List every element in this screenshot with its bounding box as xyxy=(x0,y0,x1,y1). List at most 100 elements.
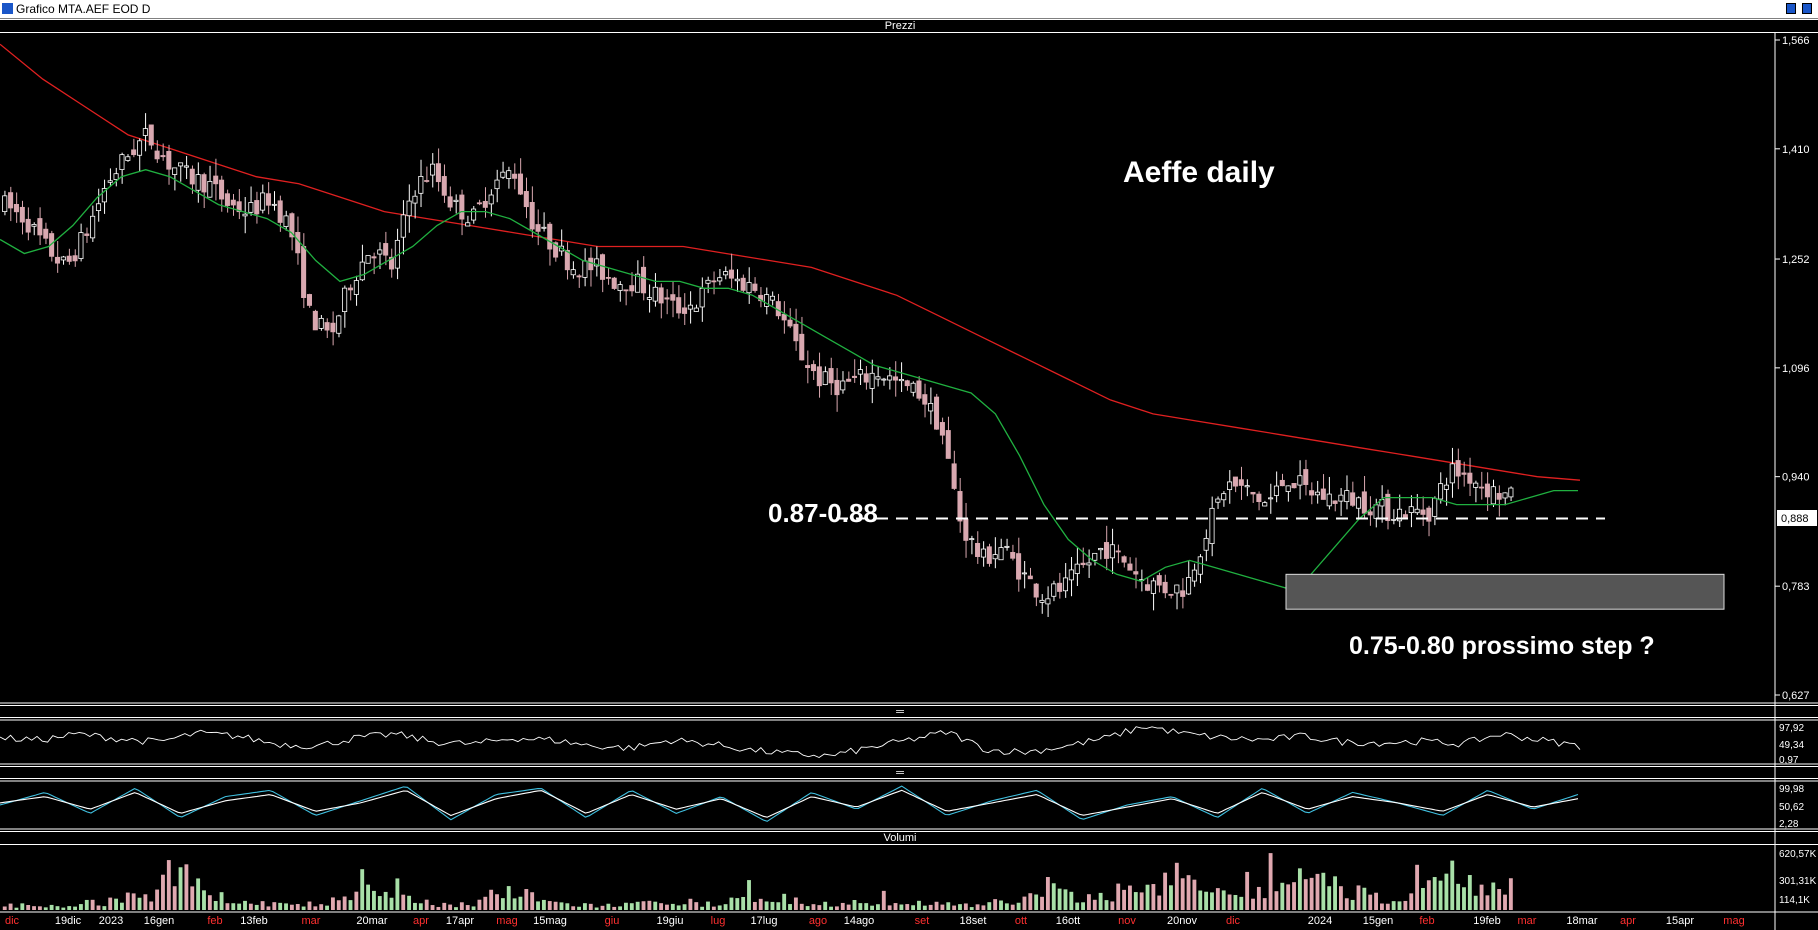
volume-bar xyxy=(284,903,288,910)
candle-body xyxy=(1467,472,1473,484)
candle-body xyxy=(1062,577,1069,592)
candle-body xyxy=(840,380,846,391)
restore-icon[interactable] xyxy=(1786,3,1796,14)
volume-bar xyxy=(389,897,394,910)
volume-bar xyxy=(1303,879,1308,910)
candle-body xyxy=(236,201,242,213)
volume-panel-header[interactable]: Volumi xyxy=(0,831,1818,845)
volume-bar xyxy=(465,905,470,910)
volume-bar xyxy=(1356,885,1361,910)
volume-bar xyxy=(911,905,916,910)
candle-body xyxy=(922,394,928,405)
candle-body xyxy=(928,402,934,412)
volume-bar xyxy=(413,902,417,910)
candle-body xyxy=(172,167,178,175)
candle-body xyxy=(1156,575,1162,586)
volume-bar xyxy=(178,867,183,910)
close-icon[interactable] xyxy=(1802,3,1812,14)
volume-bar xyxy=(635,901,640,910)
volume-bar xyxy=(354,891,359,910)
last-price-box xyxy=(1777,510,1817,526)
candle-body xyxy=(1326,493,1332,507)
candle-body xyxy=(1490,486,1496,505)
volume-bar xyxy=(864,903,869,910)
candle-body xyxy=(1221,493,1227,501)
x-axis-label: mar xyxy=(302,915,321,927)
candle-body xyxy=(887,375,893,381)
volume-bar xyxy=(1221,890,1226,910)
candle-body xyxy=(90,215,96,239)
candle-body xyxy=(1080,562,1086,566)
volume-bar xyxy=(758,898,763,910)
sub-tick-label: 0,97 xyxy=(1779,755,1799,766)
candle-body xyxy=(740,277,746,291)
candle-body xyxy=(1426,507,1432,522)
volume-bar xyxy=(477,899,482,910)
volume-bar xyxy=(793,897,798,910)
volume-bar xyxy=(993,899,998,910)
volume-bar xyxy=(788,904,792,910)
volume-bar xyxy=(260,901,265,910)
candle-body xyxy=(125,156,131,161)
volume-bar xyxy=(278,902,283,910)
x-axis-label: ott xyxy=(1015,915,1027,927)
volume-bar xyxy=(190,886,195,910)
volume-bar xyxy=(330,897,335,910)
volume-bar xyxy=(489,889,494,910)
candle-body xyxy=(383,243,389,256)
volume-bar xyxy=(1063,889,1068,910)
volume-bar xyxy=(1139,892,1144,910)
volume-bar xyxy=(958,904,962,910)
x-axis-label: 14ago xyxy=(844,915,875,927)
x-axis-label: dic xyxy=(1226,915,1241,927)
candle-body xyxy=(1238,479,1244,486)
y-tick-label: 1,252 xyxy=(1782,254,1810,266)
volume-bar xyxy=(1327,886,1332,910)
candle-body xyxy=(1256,493,1262,503)
sub-tick-label: 49,34 xyxy=(1779,740,1804,751)
volume-bar xyxy=(61,907,66,910)
price-panel-header[interactable]: Prezzi xyxy=(0,19,1818,33)
volume-bar xyxy=(1174,862,1179,910)
candle-body xyxy=(1074,563,1080,574)
candle-body xyxy=(295,232,301,254)
volume-bar xyxy=(1344,898,1349,910)
volume-bar xyxy=(149,901,154,910)
candle-body xyxy=(769,295,775,301)
candle-body xyxy=(781,313,787,321)
volume-bar xyxy=(360,869,365,910)
osc1-panel-header[interactable]: ═ xyxy=(0,705,1818,718)
candle-body xyxy=(154,150,160,160)
volume-bar xyxy=(547,901,552,910)
candle-body xyxy=(875,376,881,380)
candle-body xyxy=(857,369,863,375)
candle-body xyxy=(1215,498,1221,503)
candle-body xyxy=(934,396,940,430)
candle-body xyxy=(1314,491,1321,496)
target-zone xyxy=(1285,573,1725,610)
sub-tick-label: 301,31K xyxy=(1779,876,1817,887)
candle-body xyxy=(189,168,195,185)
candle-body xyxy=(1391,518,1397,521)
osc2-panel-header[interactable]: ═ xyxy=(0,766,1818,779)
volume-bar xyxy=(952,905,957,910)
volume-bar xyxy=(8,903,13,910)
candle-body xyxy=(476,202,482,205)
candle-body xyxy=(230,199,236,206)
volume-bar xyxy=(495,894,499,910)
volume-bar xyxy=(1508,878,1513,910)
candle-body xyxy=(424,180,430,182)
volume-bar xyxy=(618,906,623,910)
candle-body xyxy=(353,280,359,295)
volume-bar xyxy=(1040,896,1044,910)
volume-bar xyxy=(922,905,927,910)
volume-bar xyxy=(834,906,839,910)
x-axis-label: 15gen xyxy=(1363,915,1394,927)
window-title-bar[interactable]: Grafico MTA.AEF EOD D xyxy=(0,0,1818,19)
candle-body xyxy=(500,171,506,178)
volume-bar xyxy=(565,903,570,910)
candle-body xyxy=(78,232,84,259)
last-price-label: 0,888 xyxy=(1781,513,1809,525)
candle-body xyxy=(342,287,348,312)
